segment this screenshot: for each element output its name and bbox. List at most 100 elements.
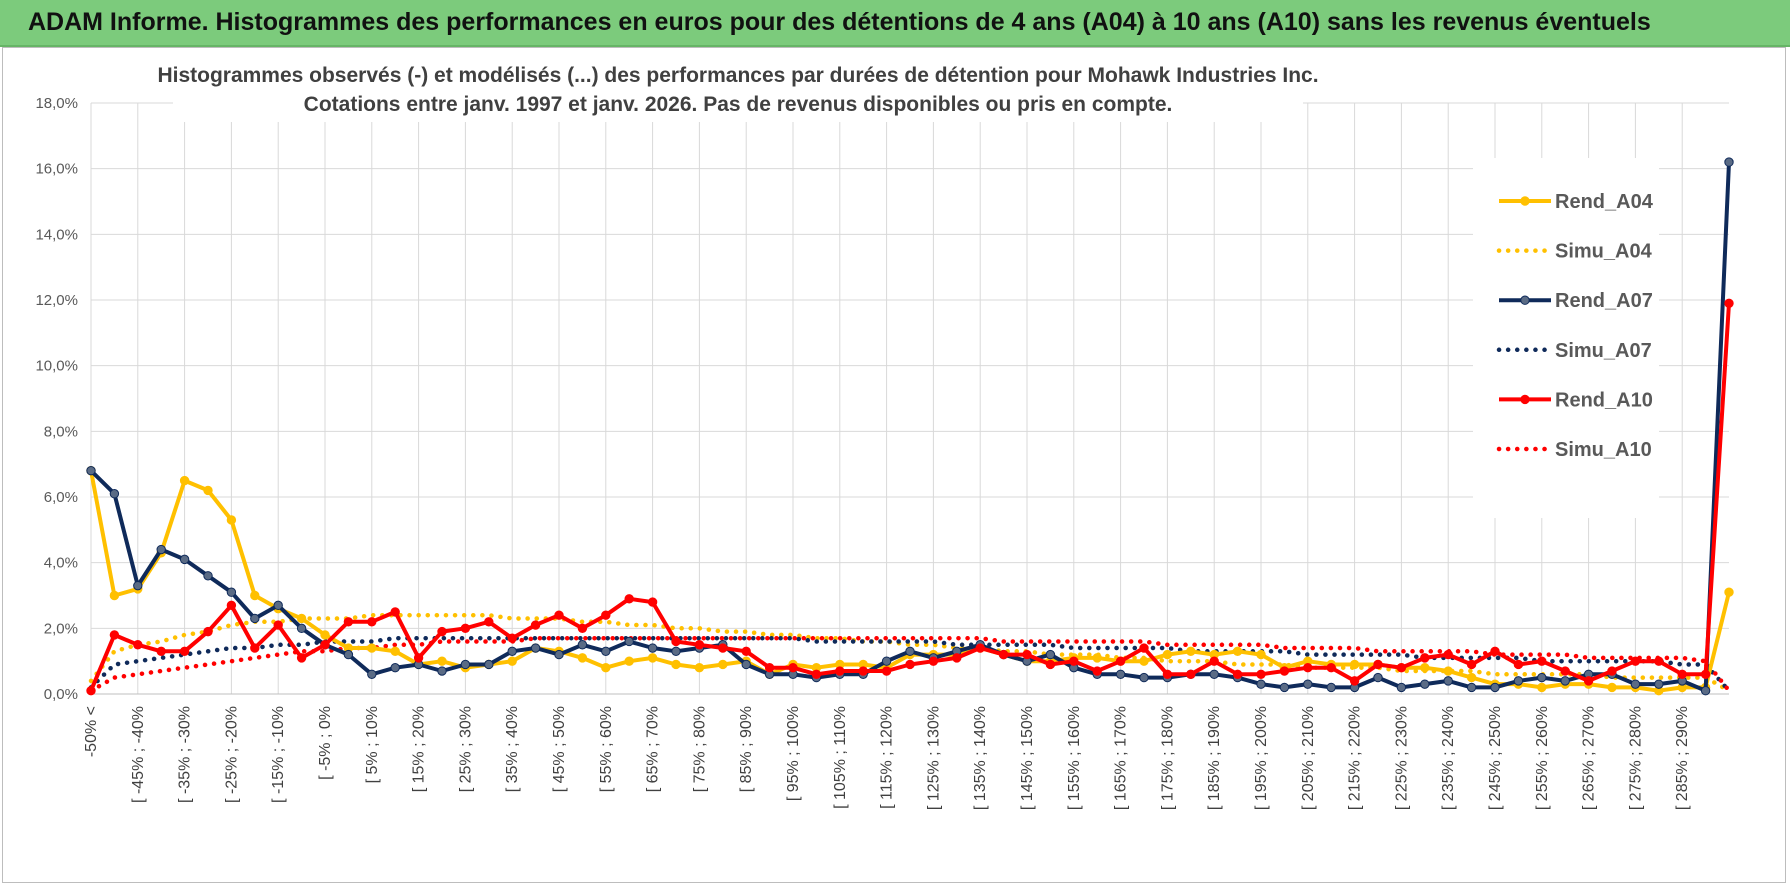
series-rend-a04-point: [601, 663, 611, 673]
x-tick-label: [ -45% ; -40%: [130, 706, 147, 803]
series-rend-a07-point: [390, 663, 400, 673]
series-rend-a04-point: [1420, 663, 1430, 673]
series-rend-a10-point: [788, 663, 798, 673]
series-rend-a04-point: [1349, 659, 1360, 670]
series-rend-a10-point: [390, 607, 400, 617]
series-rend-a10-point: [1654, 656, 1664, 666]
series-rend-a10-point: [1490, 646, 1500, 657]
series-rend-a04-point: [109, 590, 120, 601]
series-rend-a10-point: [1466, 659, 1477, 670]
series-rend-a10-point: [109, 630, 120, 640]
x-tick-label: [ 245% ; 250%: [1487, 706, 1504, 810]
x-tick-label: [ 205% ; 210%: [1300, 706, 1317, 810]
series-rend-a10-point: [156, 646, 166, 657]
series-rend-a04-point: [367, 643, 377, 653]
series-rend-a10-point: [998, 649, 1009, 660]
chart-subtitle: Cotations entre janv. 1997 et janv. 2026…: [304, 93, 1173, 116]
series-simu-a07-line: [88, 635, 1732, 693]
series-rend-a04-point: [694, 663, 705, 673]
y-axis-ticks: 0,0% 2,0% 4,0% 6,0% 8,0% 10,0% 12,0% 14,0% 16,0%…: [35, 95, 78, 703]
series-rend-a10-point: [1045, 659, 1056, 670]
series-simu-a10-line: [88, 635, 1732, 693]
series-rend-a07-point: [647, 643, 658, 653]
chart-frame: 0,0% 2,0% 4,0% 6,0% 8,0% 10,0% 12,0% 14,0% 16,0%…: [2, 47, 1786, 883]
series-rend-a10-point: [1069, 656, 1079, 666]
series-rend-a07-point: [250, 613, 260, 624]
series-rend-a04-point: [1162, 649, 1173, 660]
series-rend-a10-point: [905, 659, 915, 670]
series-rend-a10-point: [1209, 656, 1219, 666]
series-rend-a10-point: [1560, 666, 1570, 676]
series-rend-a07-point: [1279, 682, 1290, 693]
legend-rend-a07-label: Rend_A07: [1555, 290, 1653, 312]
series-rend-a04-point: [226, 515, 237, 525]
series-rend-a07-point: [1630, 679, 1641, 689]
series-rend-a07-point: [881, 656, 892, 666]
series-rend-a04-point: [577, 653, 588, 663]
x-tick-label: [ 255% ; 260%: [1534, 706, 1551, 810]
series-rend-a07-point: [601, 646, 611, 657]
y-tick-label: 12,0%: [35, 292, 78, 309]
x-tick-label: [ 285% ; 290%: [1674, 706, 1691, 810]
series-rend-a07-point: [367, 669, 377, 679]
chart-title-background: [173, 60, 1303, 122]
x-tick-label: [ 45% ; 50%: [551, 706, 568, 792]
series-rend-a10-point: [1256, 669, 1266, 679]
x-tick-label: [ 175% ; 180%: [1159, 706, 1176, 810]
series-rend-a04-point: [624, 656, 634, 666]
legend-rend-a10-label: Rend_A10: [1555, 389, 1653, 411]
x-axis-ticks: -50% < [ -45% ; -40% [ -35% ; -30% [ -25% ;…: [83, 706, 1691, 810]
series-rend-a10-point: [1396, 663, 1407, 673]
series-rend-a07-point: [1209, 669, 1219, 679]
series-rend-a07-point: [554, 649, 564, 660]
x-tick-label: [ 85% ; 90%: [738, 706, 755, 792]
series-rend-a10-point: [133, 640, 143, 650]
x-tick-label: [ -25% ; -20%: [223, 706, 240, 803]
legend-simu-a10-label: Simu_A10: [1555, 439, 1652, 461]
series-rend-a07-point: [1115, 669, 1126, 679]
series-rend-a10-point: [577, 623, 588, 634]
x-tick-label: [ -15% ; -10%: [270, 706, 287, 803]
series-rend-a10-point: [1583, 676, 1594, 686]
x-tick-label: [ 25% ; 30%: [457, 706, 474, 792]
legend: Rend_A04 Simu_A04 Rend_A07 Simu_A07 Rend_A10…: [1496, 191, 1654, 461]
chart-title: Histogrammes observés (-) et modélisés (…: [157, 64, 1318, 87]
series-rend-a10-point: [250, 643, 260, 653]
series-rend-a10-point: [554, 610, 564, 620]
series-rend-a07-point: [1326, 682, 1336, 693]
series-rend-a04-point: [179, 475, 190, 486]
series-rend-a10-point: [1139, 643, 1149, 653]
series-rend-a07-point: [1303, 679, 1313, 689]
series-rend-a07-point: [133, 580, 143, 591]
series-rend-a10-point: [1630, 656, 1641, 666]
series-rend-a10-point: [975, 643, 985, 653]
series-rend-a10-point: [296, 653, 307, 663]
series-rend-a10-point: [811, 669, 822, 679]
series-rend-a04-point: [507, 656, 517, 666]
series-rend-a10-point: [1232, 669, 1243, 679]
series-rend-a07-point: [226, 587, 237, 597]
series-rend-a10-point: [1115, 656, 1126, 666]
x-tick-label: [ 155% ; 160%: [1066, 706, 1083, 810]
series-rend-a07-point: [109, 489, 120, 499]
series-rend-a10-point: [952, 653, 962, 663]
series-rend-a07-point: [1373, 672, 1383, 683]
x-tick-label: [ 265% ; 270%: [1581, 706, 1598, 810]
series-rend-a10-point: [694, 640, 705, 650]
series-rend-a07-point: [507, 646, 517, 657]
series-rend-a10-point: [1537, 656, 1547, 666]
series-rend-a10-point: [1420, 653, 1430, 663]
series-rend-a10-point: [1373, 659, 1383, 670]
series-rend-a10-point: [530, 620, 541, 630]
series-rend-a10-point: [320, 640, 330, 650]
x-tick-label: [ 225% ; 230%: [1393, 706, 1410, 810]
series-rend-a07-point: [1443, 676, 1453, 686]
series-rend-a10-point: [671, 636, 681, 647]
legend-simu-a04-label: Simu_A04: [1555, 241, 1653, 263]
x-tick-label: [ 95% ; 100%: [785, 706, 802, 801]
y-tick-label: 16,0%: [35, 161, 78, 178]
x-tick-label: [ 135% ; 140%: [972, 706, 989, 810]
report-header-banner: ADAM Informe. Histogrammes des performan…: [0, 0, 1790, 47]
series-rend-a10-point: [835, 666, 845, 676]
series-rend-a10-point: [273, 620, 283, 630]
